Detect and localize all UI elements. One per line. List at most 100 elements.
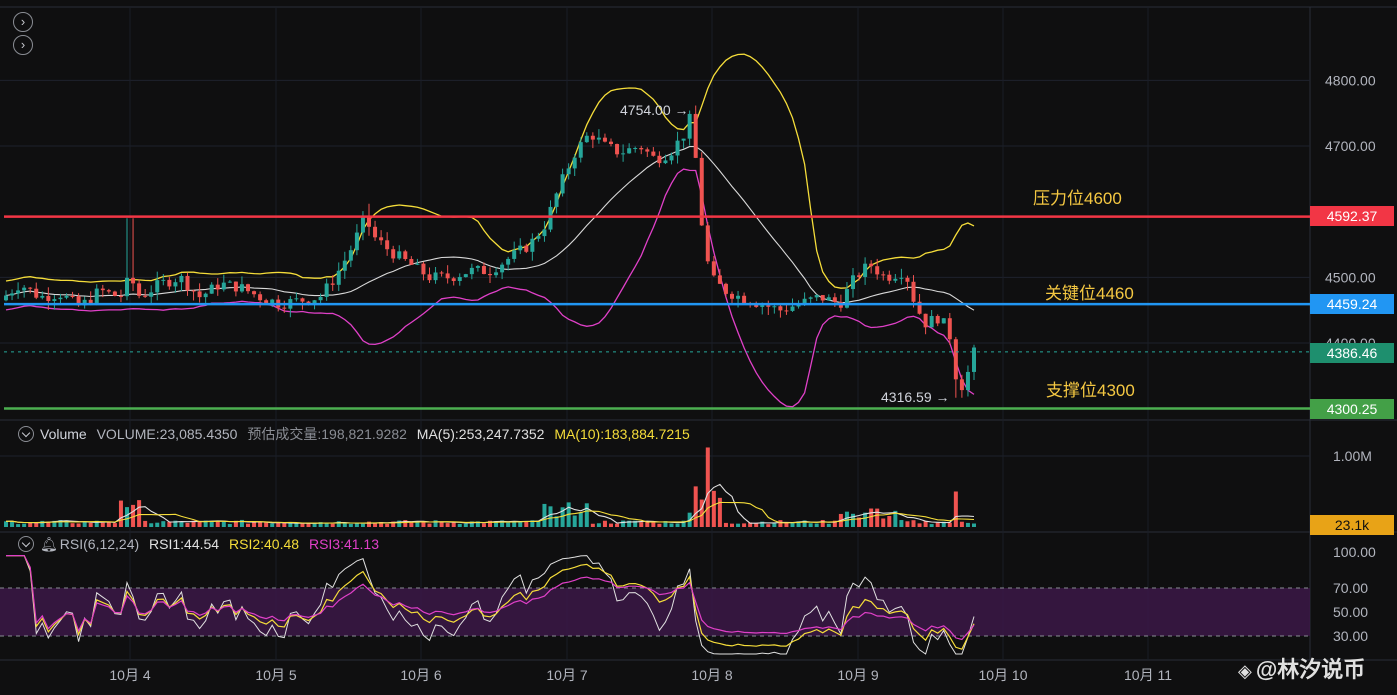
rsi2-line [6, 555, 975, 650]
candle-body [699, 157, 704, 226]
candle-body [808, 297, 813, 299]
candle-body [439, 272, 444, 274]
candle-body [300, 298, 305, 302]
candle-body [294, 298, 299, 300]
candle-body [100, 288, 105, 291]
candle-body [52, 299, 57, 301]
candle-body [264, 300, 269, 304]
candle-body [717, 275, 722, 284]
volume-bar [627, 520, 632, 527]
candle-body [530, 238, 535, 252]
volume-bar [633, 520, 638, 527]
volume-bar [772, 523, 777, 527]
price-axis-label: 4500.00 [1325, 269, 1376, 285]
volume-bar [106, 522, 111, 527]
candle-body [118, 295, 123, 297]
resistance-label: 压力位4600 [1033, 189, 1122, 208]
candle-body [421, 263, 426, 275]
volume-bar [663, 521, 668, 527]
candle-body [923, 313, 928, 328]
resistance-price-tag: 4592.37 [1310, 206, 1394, 226]
candle-body [881, 274, 886, 276]
candle-body [348, 250, 353, 261]
candle-body [137, 283, 142, 296]
candle-body [433, 272, 438, 281]
candle-body [409, 259, 414, 265]
last-price-tag: 4386.46 [1310, 343, 1394, 363]
low-marker: 4316.59 → [881, 389, 950, 405]
candle-body [239, 284, 244, 292]
candle-body [233, 281, 238, 292]
volume-bar [500, 520, 505, 527]
collapse-chevron-icon[interactable] [18, 426, 34, 442]
volume-bar [173, 520, 178, 527]
candle-body [131, 277, 136, 284]
candle-body [367, 216, 371, 227]
volume-bar [215, 521, 220, 527]
volume-bar [463, 523, 468, 527]
candle-body [246, 284, 250, 292]
candle-body [917, 301, 922, 314]
high-marker: 4754.00 → [620, 102, 689, 118]
candle-body [778, 306, 783, 311]
candle-body [645, 149, 650, 152]
volume-bar [354, 523, 359, 527]
candle-body [621, 153, 626, 155]
volume-bar [252, 522, 257, 527]
candle-body [373, 226, 378, 238]
candle-body [500, 264, 505, 273]
volume-ma5-line [5, 483, 975, 524]
volume-bar [445, 523, 450, 527]
candle-body [548, 206, 553, 230]
bollinger-upper-line [5, 53, 975, 289]
volume-bar [518, 521, 523, 527]
watermark: ◈ @林汐说币 [1238, 657, 1366, 682]
volume-bar [899, 520, 904, 527]
volume-bar [657, 523, 662, 527]
volume-bar [953, 491, 958, 527]
volume-bar [118, 500, 123, 527]
volume-bar [730, 523, 734, 527]
volume-bar [669, 523, 674, 527]
volume-bar [64, 520, 69, 527]
candle-body [929, 316, 934, 328]
candle-body [687, 113, 692, 139]
candle-body [663, 160, 668, 164]
volume-bar [421, 521, 426, 527]
scroll-chevron-icon[interactable]: › [13, 35, 33, 55]
candle-body [675, 140, 680, 156]
volume-bar [917, 523, 922, 527]
volume-legend: Volume VOLUME:23,085.4350 预估成交量:198,821.… [18, 424, 696, 444]
candle-body [760, 305, 765, 307]
volume-bar [832, 520, 837, 527]
collapse-chevron-icon[interactable] [18, 536, 34, 552]
rsi-legend: 🔔︎ RSI(6,12,24) RSI1:44.54 RSI2:40.48 RSI… [18, 536, 385, 553]
volume-bar [4, 521, 8, 527]
candle-body [633, 148, 638, 150]
candle-body [772, 306, 777, 308]
volume-bar [881, 518, 886, 527]
time-axis-label: 10月 9 [837, 667, 878, 683]
rsi-axis-label: 100.00 [1333, 544, 1376, 560]
candle-body [554, 193, 559, 207]
volume-bar [112, 523, 117, 527]
candle-body [826, 297, 831, 301]
candle-body [64, 295, 69, 298]
volume-bar [935, 522, 940, 527]
volume-bar [294, 523, 299, 527]
volume-bar [264, 522, 269, 527]
candle-body [282, 307, 287, 309]
volume-bar [826, 523, 831, 527]
candle-body [524, 245, 529, 252]
candle-body [427, 274, 432, 281]
candle-body [857, 275, 862, 277]
bell-icon[interactable]: 🔔︎ [40, 536, 58, 552]
key-level-label: 关键位4460 [1045, 284, 1134, 303]
candle-body [318, 296, 323, 301]
candle-body [403, 251, 408, 260]
scroll-chevron-icon[interactable]: › [13, 12, 33, 32]
volume-bar [736, 523, 741, 527]
volume-bar [276, 522, 281, 527]
volume-bar [34, 522, 39, 527]
